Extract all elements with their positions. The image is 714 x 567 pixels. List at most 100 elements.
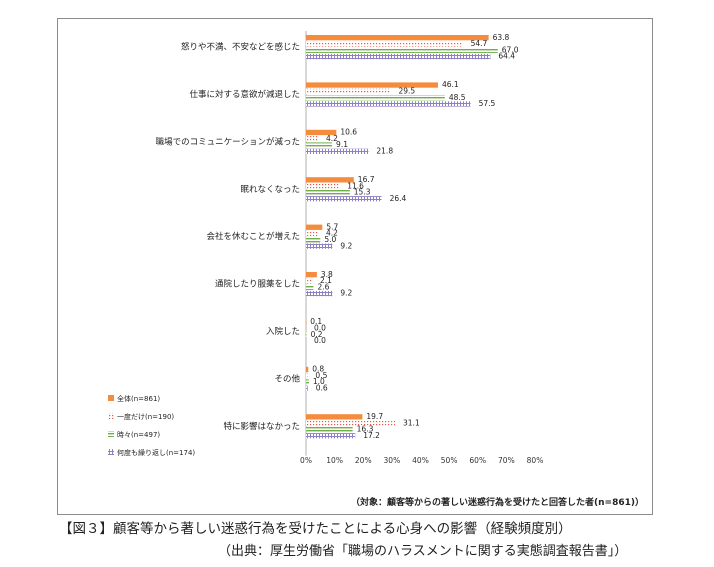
bar <box>306 129 337 136</box>
x-tick-label: 40% <box>412 456 429 465</box>
data-label: 16.3 <box>357 425 374 434</box>
data-label: 15.3 <box>354 188 371 197</box>
x-tick-label: 60% <box>469 456 486 465</box>
x-tick-label: 70% <box>498 456 515 465</box>
bar <box>306 88 391 94</box>
bar <box>306 385 308 391</box>
figure-caption-title: 【図３】顧客等から著しい迷惑行為を受けたことによる心身への影響（経験頻度別） <box>59 521 572 537</box>
data-label: 0.0 <box>314 324 326 333</box>
data-label: 0.0 <box>314 336 326 345</box>
data-label: 21.8 <box>376 147 393 156</box>
bar <box>306 148 369 154</box>
data-label: 4.2 <box>326 134 338 143</box>
category-label: 職場でのコミュニケーションが減った <box>156 136 300 147</box>
bar <box>306 101 471 107</box>
data-label: 64.4 <box>498 52 515 61</box>
chart-frame: 怒りや不満、不安などを感じた 63.8 54.7 67.0 64.4 仕事に対する意欲が減… <box>57 18 653 515</box>
bar <box>306 237 321 243</box>
legend-label: 何度も繰り返し(n=174) <box>117 448 195 457</box>
bar <box>306 95 445 101</box>
bar <box>306 332 307 338</box>
bar <box>306 366 309 373</box>
data-label: 0.2 <box>311 330 323 339</box>
data-label: 5.0 <box>324 235 336 244</box>
legend-swatch <box>108 449 114 455</box>
data-label: 2.6 <box>317 282 329 291</box>
data-label: 57.5 <box>479 99 496 108</box>
bar <box>306 379 309 385</box>
bar <box>306 224 323 230</box>
data-label: 1.0 <box>313 377 325 386</box>
category-label: 通院したり服薬をした <box>215 279 300 290</box>
data-label: 31.1 <box>403 418 420 427</box>
legend-swatch <box>108 395 114 401</box>
bar <box>306 35 489 41</box>
bar <box>306 142 333 148</box>
bar <box>306 433 356 439</box>
data-label: 67.0 <box>502 45 519 54</box>
x-tick-label: 80% <box>527 456 544 465</box>
data-label: 4.2 <box>326 229 338 238</box>
x-tick-label: 30% <box>384 456 401 465</box>
data-label: 9.2 <box>340 289 352 298</box>
bar <box>306 136 319 142</box>
data-label: 0.1 <box>310 317 322 326</box>
bar-chart: 怒りや不満、不安などを感じた 63.8 54.7 67.064.4 仕事に対する意欲が減… <box>108 31 544 465</box>
data-label: 46.1 <box>442 80 459 89</box>
data-label: 0.6 <box>316 384 328 393</box>
bar <box>306 41 463 47</box>
data-label: 0.8 <box>312 365 324 374</box>
data-label: 3.8 <box>321 270 333 279</box>
bar <box>306 414 363 420</box>
bar <box>306 278 313 284</box>
data-label: 5.7 <box>326 222 338 231</box>
data-label: 9.1 <box>336 140 348 149</box>
x-tick-label: 10% <box>326 456 343 465</box>
data-label: 63.8 <box>493 33 510 42</box>
bar <box>306 82 438 88</box>
data-label: 10.6 <box>340 128 357 137</box>
chart-note: （対象：顧客等からの著しい迷惑行為を受けたと回答した者(n=861)） <box>351 498 644 508</box>
bar <box>306 284 314 290</box>
category-label: 怒りや不満、不安などを感じた <box>181 42 300 53</box>
figure-caption-source: （出典：厚生労働省「職場のハラスメントに関する実態調査報告書」） <box>218 544 628 559</box>
data-label: 48.5 <box>449 93 466 102</box>
data-label: 9.2 <box>340 241 352 250</box>
legend-label: 時々(n=497) <box>117 431 160 439</box>
legend-swatch <box>108 431 114 437</box>
category-label: 会社を休むことが増えた <box>206 231 300 242</box>
bar <box>306 373 308 379</box>
data-label: 17.2 <box>363 431 380 440</box>
bar <box>306 272 317 278</box>
bar <box>306 426 353 433</box>
bar <box>306 243 333 249</box>
data-label: 0.5 <box>315 371 327 380</box>
category-label: 特に影響はなかった <box>223 421 300 432</box>
category-label: 仕事に対する意欲が減退した <box>189 89 300 100</box>
category-label: 眠れなくなった <box>240 185 300 195</box>
bar <box>306 290 333 297</box>
x-tick-label: 50% <box>441 456 458 465</box>
bar <box>306 177 354 183</box>
legend-swatch <box>108 413 114 419</box>
data-label: 29.5 <box>398 87 415 96</box>
legend-label: 全体(n=861) <box>117 394 160 403</box>
bar <box>306 53 491 60</box>
bar <box>306 47 498 53</box>
x-tick-label: 20% <box>355 456 372 465</box>
data-label: 16.7 <box>358 175 375 184</box>
legend-label: 一度だけ(n=190) <box>117 412 174 421</box>
category-label: 入院した <box>266 326 300 337</box>
bar <box>306 189 350 196</box>
data-label: 11.6 <box>347 181 364 190</box>
bar <box>306 196 382 202</box>
data-label: 19.7 <box>366 412 383 421</box>
data-label: 2.1 <box>320 276 332 285</box>
data-label: 26.4 <box>390 194 407 203</box>
data-label: 54.7 <box>471 39 488 48</box>
bar <box>306 183 340 189</box>
bar <box>306 420 396 426</box>
x-tick-label: 0% <box>300 456 312 465</box>
bar <box>306 230 319 237</box>
category-label: その他 <box>274 373 300 384</box>
